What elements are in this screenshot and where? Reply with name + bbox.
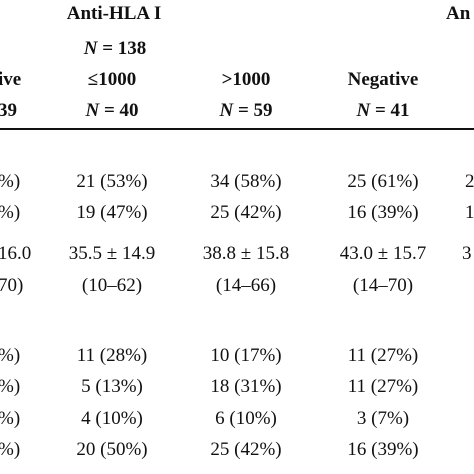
- col1-head: ≤1000: [87, 69, 137, 90]
- row-2-cell-2: 38.8 ± 15.8: [202, 243, 290, 264]
- row-7-cell-1: 20 (50%): [76, 439, 148, 460]
- row-6-cell-2: 6 (10%): [215, 408, 277, 429]
- col3-n-value: = 41: [370, 100, 410, 121]
- row-1-right: 1: [465, 202, 474, 223]
- row-1-cell-1: 19 (47%): [76, 202, 148, 223]
- row-2-right: 3: [462, 243, 472, 264]
- row-7-cell-2: 25 (42%): [210, 439, 282, 460]
- row-0-cell-1: 21 (53%): [76, 171, 148, 192]
- col3-n: N = 41: [356, 101, 409, 120]
- col3-head: Negative: [347, 69, 419, 90]
- row-5-cell-2: 18 (31%): [210, 376, 282, 397]
- row-0-right: 2: [465, 171, 474, 192]
- row-4-left: %): [0, 345, 21, 366]
- group-title-cut: An: [446, 3, 471, 24]
- row-3-left: 70): [0, 275, 24, 296]
- header-rule: [0, 128, 474, 130]
- col3-n-label: N: [356, 100, 371, 121]
- group-n-label: N: [83, 38, 98, 59]
- row-4-cell-1: 11 (28%): [76, 345, 148, 366]
- row-2-cell-3: 43.0 ± 15.7: [339, 243, 427, 264]
- row-4-cell-2: 10 (17%): [210, 345, 282, 366]
- row-1-left: %): [0, 202, 21, 223]
- col0-n: 39: [0, 100, 17, 121]
- row-0-left: %): [0, 171, 21, 192]
- row-7-left: %): [0, 439, 21, 460]
- row-5-cell-1: 5 (13%): [81, 376, 143, 397]
- row-5-left: %): [0, 376, 21, 397]
- row-2-cell-1: 35.5 ± 14.9: [68, 243, 156, 264]
- col2-n-label: N: [219, 100, 234, 121]
- col1-n-value: = 40: [99, 100, 139, 121]
- col1-n: N = 40: [85, 101, 138, 120]
- row-6-cell-1: 4 (10%): [81, 408, 143, 429]
- col0-head: ive: [0, 69, 22, 90]
- row-3-cell-2: (14–66): [215, 275, 277, 296]
- row-2-left: 16.0: [0, 243, 32, 264]
- row-1-cell-3: 16 (39%): [347, 202, 419, 223]
- row-6-left: %): [0, 408, 21, 429]
- col2-head: >1000: [221, 69, 271, 90]
- row-7-cell-3: 16 (39%): [347, 439, 419, 460]
- col2-n: N = 59: [219, 101, 272, 120]
- row-1-cell-2: 25 (42%): [210, 202, 282, 223]
- col2-n-value: = 59: [233, 100, 273, 121]
- row-4-cell-3: 11 (27%): [347, 345, 419, 366]
- group-n-value: = 138: [97, 38, 147, 59]
- row-5-cell-3: 11 (27%): [347, 376, 419, 397]
- row-0-cell-3: 25 (61%): [347, 171, 419, 192]
- group-title-anti-hla-i: Anti-HLA I: [66, 3, 162, 24]
- group-n: N = 138: [84, 39, 147, 58]
- col1-n-label: N: [85, 100, 100, 121]
- row-3-cell-1: (10–62): [81, 275, 143, 296]
- row-6-cell-3: 3 (7%): [356, 408, 410, 429]
- row-0-cell-2: 34 (58%): [210, 171, 282, 192]
- row-3-cell-3: (14–70): [352, 275, 414, 296]
